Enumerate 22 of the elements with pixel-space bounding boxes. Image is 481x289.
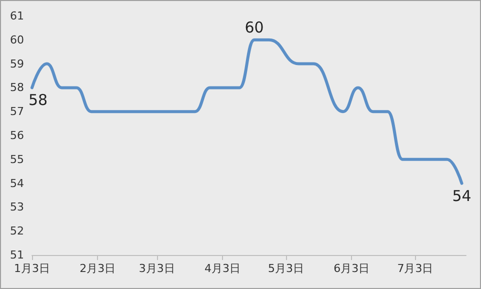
x-tick-label: 6月3日	[334, 262, 370, 275]
x-tick-label: 4月3日	[204, 262, 241, 275]
y-tick-label: 57	[10, 105, 24, 118]
y-tick-label: 58	[10, 81, 24, 94]
y-tick-label: 55	[10, 152, 24, 166]
data-label: 58	[28, 91, 48, 110]
line-series	[30, 38, 464, 185]
x-tick-label: 2月3日	[80, 262, 116, 275]
y-tick-label: 61	[10, 10, 24, 22]
data-label: 60	[244, 18, 264, 36]
y-tick-label: 59	[10, 57, 24, 70]
x-tick-label: 7月3日	[397, 262, 434, 275]
y-tick-label: 60	[10, 33, 24, 46]
x-tick-label: 3月3日	[138, 262, 175, 275]
y-tick-label: 56	[10, 129, 24, 142]
y-tick-label: 54	[10, 176, 24, 190]
y-tick-label: 51	[10, 248, 24, 262]
x-tick-label: 1月3日	[14, 262, 50, 275]
y-tick-label: 52	[10, 224, 24, 238]
y-tick-label: 53	[10, 200, 24, 214]
data-label: 54	[452, 186, 472, 205]
x-tick-label: 5月3日	[268, 262, 304, 275]
